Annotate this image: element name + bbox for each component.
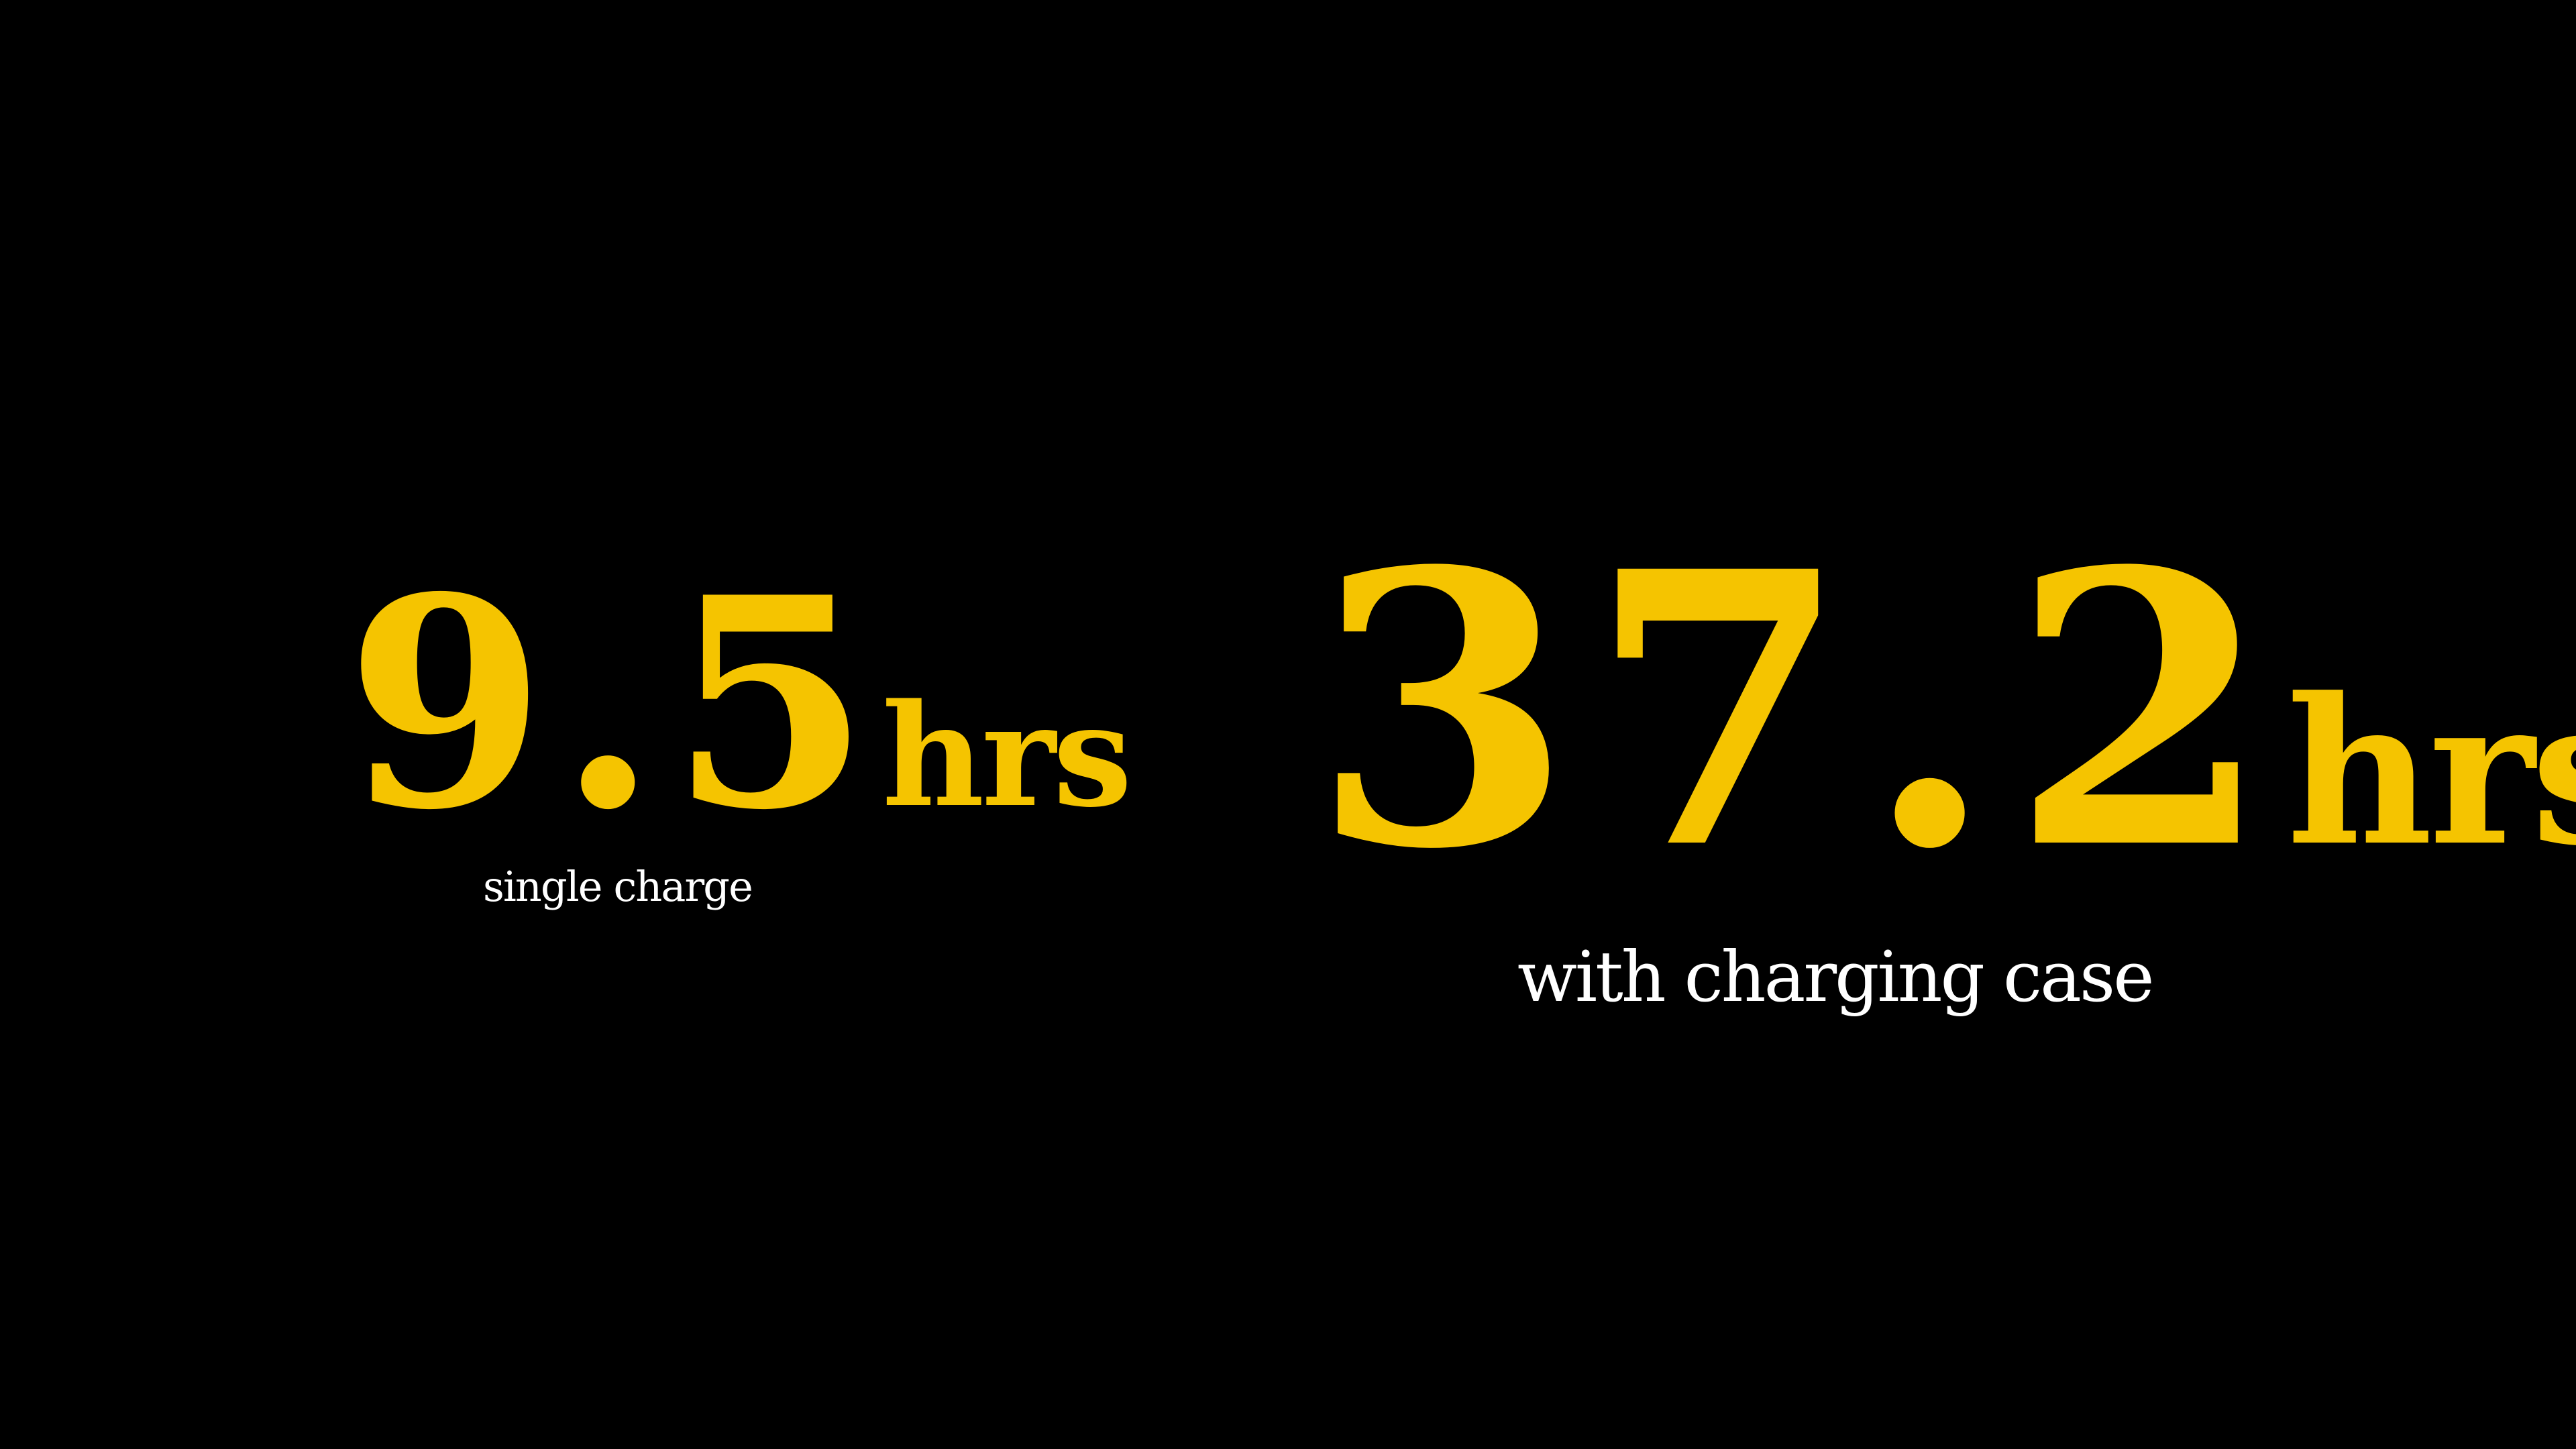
charging-case-stat: 37.2hrs: [1311, 523, 2576, 899]
single-charge-caption: single charge: [483, 862, 753, 911]
single-charge-value: 9.5: [345, 535, 882, 873]
single-charge-stat: 9.5hrs: [345, 560, 1132, 849]
charging-case-value: 37.2: [1311, 490, 2287, 932]
charging-case-unit: hrs: [2286, 653, 2576, 890]
single-charge-unit: hrs: [881, 673, 1132, 839]
charging-case-caption: with charging case: [1517, 936, 2155, 1018]
